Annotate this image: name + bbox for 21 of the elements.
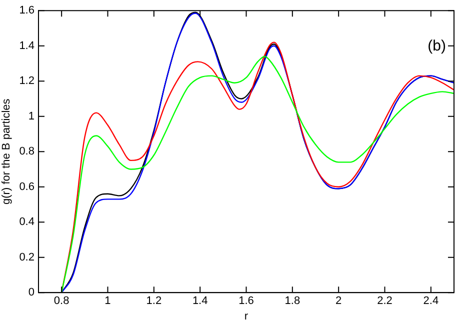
- x-tick-label: 1.2: [146, 295, 162, 308]
- y-tick-label: 0.4: [19, 216, 34, 228]
- x-tick-label: 1.8: [284, 295, 300, 308]
- annotation: (b): [428, 38, 446, 55]
- x-tick-label: 2.4: [423, 295, 439, 308]
- x-tick-label: 1.6: [238, 295, 254, 308]
- y-tick-label: 1.6: [19, 4, 34, 17]
- x-axis-title: r: [244, 310, 248, 322]
- y-tick-label: 0: [28, 286, 34, 299]
- y-tick-label: 1: [28, 110, 34, 122]
- y-tick-label: 0.2: [19, 251, 34, 264]
- y-tick-label: 1.4: [19, 40, 34, 52]
- y-tick-label: 0.8: [19, 146, 34, 158]
- x-tick-label: 1.4: [192, 295, 208, 308]
- x-tick-label: 0.8: [54, 295, 70, 308]
- y-tick-label: 1.2: [19, 75, 34, 88]
- x-tick-label: 1: [104, 295, 111, 308]
- x-tick-label: 2: [336, 295, 342, 308]
- y-axis-title: g(r) for the B particles: [0, 98, 13, 204]
- x-tick-label: 2.2: [377, 295, 392, 308]
- y-tick-label: 0.6: [19, 180, 34, 193]
